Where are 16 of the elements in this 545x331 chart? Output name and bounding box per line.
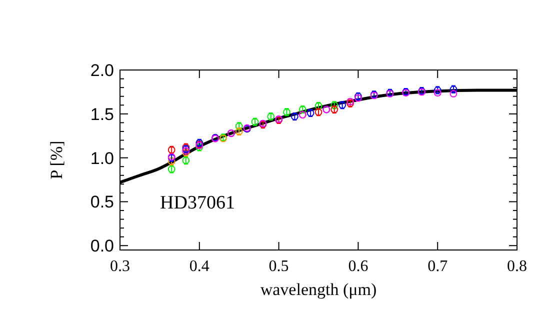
x-tick-label: 0.4 — [189, 258, 210, 275]
annotation: HD37061 — [160, 192, 235, 214]
x-tick-label: 0.6 — [348, 258, 368, 275]
point — [434, 89, 442, 97]
y-tick-label: 1.5 — [90, 104, 114, 124]
x-tick-label: 0.5 — [268, 258, 289, 275]
y-tick-label: 0.0 — [90, 236, 114, 256]
x-tick-label: 0.8 — [507, 258, 527, 275]
x-tick-label: 0.7 — [428, 258, 448, 275]
x-axis-title: wavelength (μm) — [260, 280, 377, 299]
y-tick-label: 0.5 — [90, 192, 114, 212]
x-tick-label: 0.3 — [110, 258, 130, 275]
y-tick-label: 2.0 — [90, 60, 114, 80]
point — [450, 90, 458, 98]
y-axis-title: P [%] — [47, 140, 66, 180]
y-tick-label: 1.0 — [90, 148, 114, 168]
